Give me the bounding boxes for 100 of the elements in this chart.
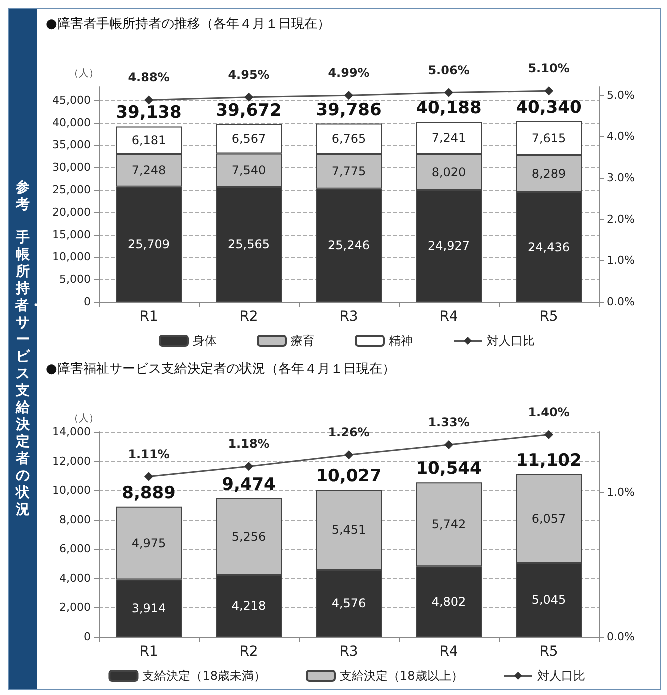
x-tick-label: R2: [240, 309, 258, 325]
point: [144, 472, 154, 482]
y2-tick-label: 1.0%: [607, 486, 635, 500]
y-tick-label: 4,000: [60, 572, 91, 585]
total-label: 40,188: [416, 98, 482, 118]
data-label: 5,742: [432, 518, 466, 532]
legend-label: 精神: [389, 334, 413, 348]
data-label: 5.10%: [528, 62, 570, 76]
data-label: 5.06%: [428, 63, 470, 78]
y-tick-label: 14,000: [52, 426, 91, 438]
total-label: 9,474: [222, 474, 276, 495]
data-label: 4.88%: [128, 70, 170, 85]
total-label: 10,027: [316, 466, 382, 487]
legend-label: 対人口比: [537, 669, 586, 683]
data-label: 4.95%: [228, 68, 270, 82]
x-tick-label: R5: [540, 309, 558, 325]
point: [244, 462, 254, 472]
chart-title: ●障害者手帳所持者の推移（各年４月１日現在）: [46, 16, 330, 32]
y-tick-label: 25,000: [52, 184, 91, 197]
data-label: 6,057: [532, 512, 566, 526]
y2-tick-label: 4.0%: [607, 130, 635, 144]
total-label: 10,544: [416, 459, 482, 480]
data-label: 5,451: [332, 523, 366, 538]
y-tick-label: 10,000: [52, 484, 91, 498]
data-label: 7,540: [232, 164, 266, 178]
point: [444, 440, 454, 450]
data-label: 8,289: [532, 166, 566, 181]
data-label: 4,576: [332, 596, 366, 610]
legend-label: 身体: [193, 334, 217, 348]
x-tick-label: R1: [140, 309, 158, 325]
y-tick-label: 2,000: [60, 601, 91, 614]
chart-title: ●障害福祉サービス支給決定者の状況（各年４月１日現在）: [46, 361, 396, 377]
data-label: 6,181: [132, 134, 166, 148]
data-label: 4,975: [132, 536, 166, 550]
y-axis-title: （人）: [69, 414, 99, 424]
data-label: 6,567: [232, 132, 266, 146]
data-label: 1.33%: [428, 415, 470, 430]
y-tick-label: 0: [84, 296, 91, 308]
legend-label: 対人口比: [487, 334, 535, 348]
y-tick-label: 40,000: [52, 116, 91, 130]
data-label: 25,246: [328, 238, 370, 252]
y-tick-label: 8,000: [60, 513, 91, 526]
point: [344, 450, 354, 460]
legend-label: 支給決定（18歳以上）: [340, 669, 464, 683]
y2-tick-label: 1.0%: [607, 254, 635, 268]
data-label: 8,020: [432, 165, 466, 180]
x-tick-label: R4: [440, 309, 458, 325]
y-tick-label: 6,000: [60, 542, 91, 556]
data-label: 1.18%: [228, 437, 270, 452]
y-tick-label: 20,000: [52, 206, 91, 219]
legend-label: 支給決定（18歳未満）: [142, 669, 266, 683]
y2-tick-label: 5.0%: [607, 88, 635, 102]
y-tick-label: 30,000: [52, 161, 91, 174]
y2-tick-label: 0.0%: [607, 630, 635, 644]
y2-tick-label: 3.0%: [607, 171, 635, 184]
x-tick-label: R5: [540, 644, 558, 660]
data-label: 1.26%: [328, 426, 370, 440]
data-label: 7,615: [532, 131, 566, 146]
data-label: 1.40%: [528, 405, 570, 420]
total-label: 11,102: [516, 450, 582, 471]
point: [344, 91, 354, 100]
total-label: 39,786: [316, 100, 382, 120]
data-label: 1.11%: [128, 447, 170, 462]
y-tick-label: 12,000: [52, 454, 91, 468]
y-tick-label: 5,000: [60, 273, 91, 286]
total-label: 39,138: [116, 103, 182, 124]
total-label: 39,672: [216, 100, 282, 121]
x-tick-label: R1: [140, 644, 158, 660]
data-label: 4,218: [232, 599, 266, 614]
data-label: 4,802: [432, 594, 466, 609]
legend-label: 療育: [291, 334, 315, 348]
data-label: 7,248: [132, 164, 166, 178]
data-label: 24,436: [528, 240, 570, 254]
y-tick-label: 35,000: [52, 138, 91, 152]
y-axis-title: （人）: [69, 68, 99, 80]
y-tick-label: 10,000: [52, 250, 91, 264]
y-tick-label: 0: [84, 630, 91, 644]
data-label: 24,927: [428, 239, 470, 254]
point: [144, 96, 154, 105]
y2-tick-label: 2.0%: [607, 212, 635, 226]
data-label: 7,775: [332, 164, 366, 179]
data-label: 7,241: [432, 131, 466, 146]
x-tick-label: R3: [340, 644, 358, 660]
data-label: 5,256: [232, 530, 266, 544]
data-label: 3,914: [132, 601, 166, 616]
y-tick-label: 15,000: [52, 228, 91, 242]
point: [244, 92, 254, 102]
text: 参考: [15, 180, 31, 214]
total-label: 8,889: [122, 483, 176, 504]
data-label: 25,709: [128, 237, 170, 252]
data-label: 25,565: [228, 238, 270, 252]
x-tick-label: R4: [440, 644, 458, 660]
y-tick-label: 45,000: [52, 94, 91, 107]
point: [544, 430, 554, 440]
data-label: 4.99%: [328, 66, 370, 80]
x-tick-label: R3: [340, 309, 358, 325]
data-label: 6,765: [332, 132, 366, 146]
data-label: 5,045: [532, 593, 566, 608]
y2-tick-label: 0.0%: [607, 296, 635, 308]
total-label: 40,340: [516, 98, 582, 118]
